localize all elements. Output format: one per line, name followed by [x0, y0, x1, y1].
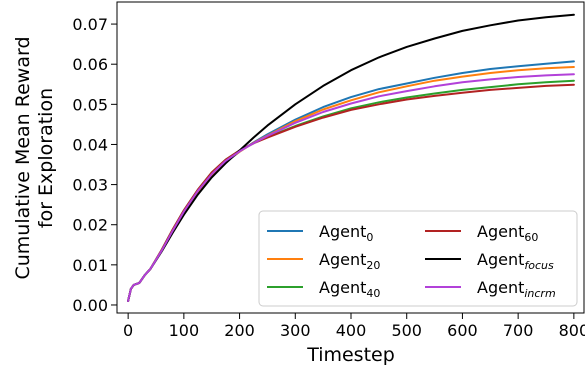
x-axis-title: Timestep: [306, 344, 395, 366]
legend-item-20: Agent20: [267, 250, 380, 272]
y-axis-title-line-2: for Exploration: [35, 88, 57, 228]
x-tick-label: 300: [280, 321, 311, 340]
x-tick-label: 600: [447, 321, 478, 340]
y-axis-title-line-1: Cumulative Mean Reward: [12, 36, 34, 279]
series-layer: [127, 13, 575, 302]
x-tick-label: 800: [559, 321, 585, 340]
y-tick-label: 0.06: [72, 55, 108, 74]
x-tick-label: 400: [336, 321, 367, 340]
legend-label: Agentincrm: [477, 278, 556, 300]
legend-label: Agent20: [319, 250, 380, 272]
x-tick-label: 700: [503, 321, 534, 340]
legend: Agent0 Agent20 Agent40 Agent60 Agentfocus Age…: [258, 210, 578, 307]
x-tick-label: 200: [224, 321, 255, 340]
axes-layer: 0 100 200 300 400 500 600 700 800 0.00 0.01 0.02 0.0…: [72, 1, 585, 340]
y-tick-label: 0.04: [72, 135, 108, 154]
y-tick-label: 0.02: [72, 216, 108, 235]
legend-label: Agent40: [319, 278, 380, 300]
x-tick-label: 500: [391, 321, 422, 340]
series-line-incrm: [127, 73, 575, 302]
legend-item-40: Agent40: [267, 278, 380, 300]
y-tick-label: 0.07: [72, 15, 108, 34]
legend-label: Agentfocus: [477, 250, 554, 272]
legend-box: [258, 210, 578, 307]
legend-item-focus: Agentfocus: [425, 250, 554, 272]
legend-label: Agent60: [477, 222, 538, 244]
legend-item-0: Agent0: [267, 222, 373, 244]
y-axis-title: Cumulative Mean Reward for Exploration: [12, 36, 57, 279]
x-tick-label: 0: [123, 321, 133, 340]
x-tick-label: 100: [169, 321, 200, 340]
y-tick-label: 0.01: [72, 256, 108, 275]
y-tick-label: 0.03: [72, 176, 108, 195]
legend-item-incrm: Agentincrm: [425, 278, 556, 300]
y-tick-label: 0.00: [72, 296, 108, 315]
legend-item-60: Agent60: [425, 222, 538, 244]
y-tick-label: 0.05: [72, 95, 108, 114]
legend-label: Agent0: [319, 222, 373, 244]
